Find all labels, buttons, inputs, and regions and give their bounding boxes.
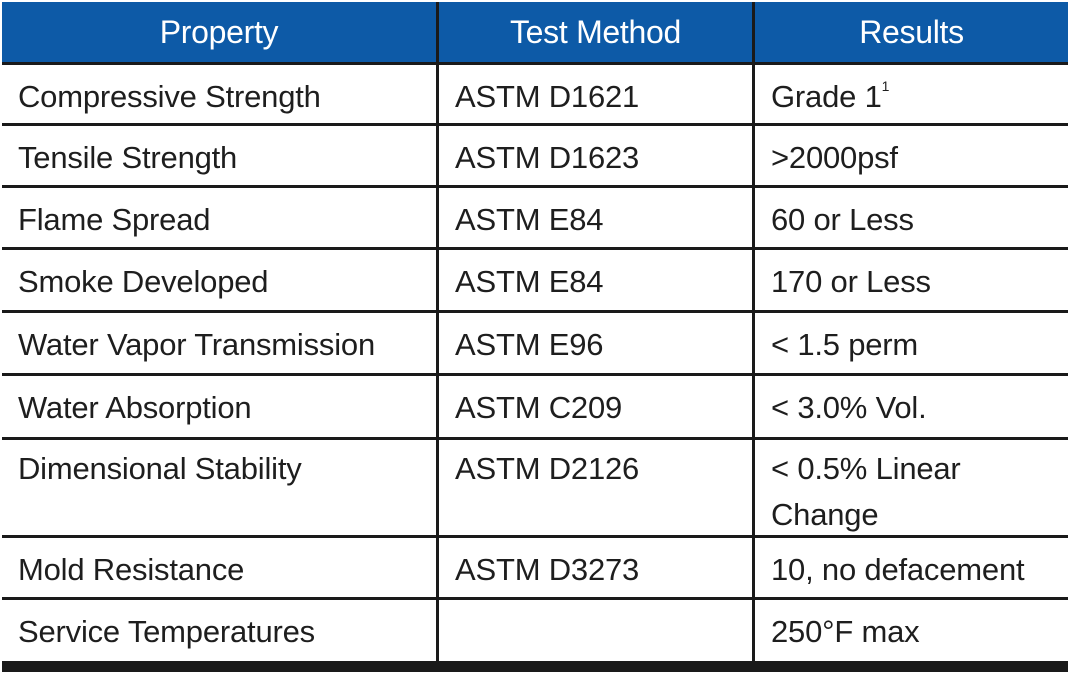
row-2-method: ASTM D1623 (439, 126, 752, 185)
row-1-property: Compressive Strength (2, 65, 436, 123)
row-5-result: < 1.5 perm (755, 313, 1068, 373)
row-2-property: Tensile Strength (2, 126, 436, 185)
row-6-result: < 3.0% Vol. (755, 376, 1068, 437)
row-8-method: ASTM D3273 (439, 538, 752, 597)
row-8-property: Mold Resistance (2, 538, 436, 597)
row-6-property: Water Absorption (2, 376, 436, 437)
row-4-method: ASTM E84 (439, 250, 752, 310)
row-7-result: < 0.5% Linear Change (755, 440, 1068, 535)
row-3-method: ASTM E84 (439, 188, 752, 247)
header-property: Property (2, 2, 436, 62)
row-1-result: Grade 11 (755, 65, 1068, 123)
footnote-marker: 1 (881, 78, 890, 94)
row-3-result: 60 or Less (755, 188, 1068, 247)
row-1-result-text: Grade 1 (771, 79, 882, 114)
header-test-method: Test Method (439, 2, 752, 62)
row-5-method: ASTM E96 (439, 313, 752, 373)
header-results: Results (755, 2, 1068, 62)
row-9-property: Service Temperatures (2, 600, 436, 661)
row-6-method: ASTM C209 (439, 376, 752, 437)
row-9-result: 250°F max (755, 600, 1068, 661)
row-1-method: ASTM D1621 (439, 65, 752, 123)
row-7-property: Dimensional Stability (2, 440, 436, 535)
row-8-result: 10, no defacement (755, 538, 1068, 597)
row-2-result: >2000psf (755, 126, 1068, 185)
row-7-method: ASTM D2126 (439, 440, 752, 535)
row-4-result: 170 or Less (755, 250, 1068, 310)
row-5-property: Water Vapor Transmission (2, 313, 436, 373)
row-9-method (439, 600, 752, 661)
row-3-property: Flame Spread (2, 188, 436, 247)
row-4-property: Smoke Developed (2, 250, 436, 310)
